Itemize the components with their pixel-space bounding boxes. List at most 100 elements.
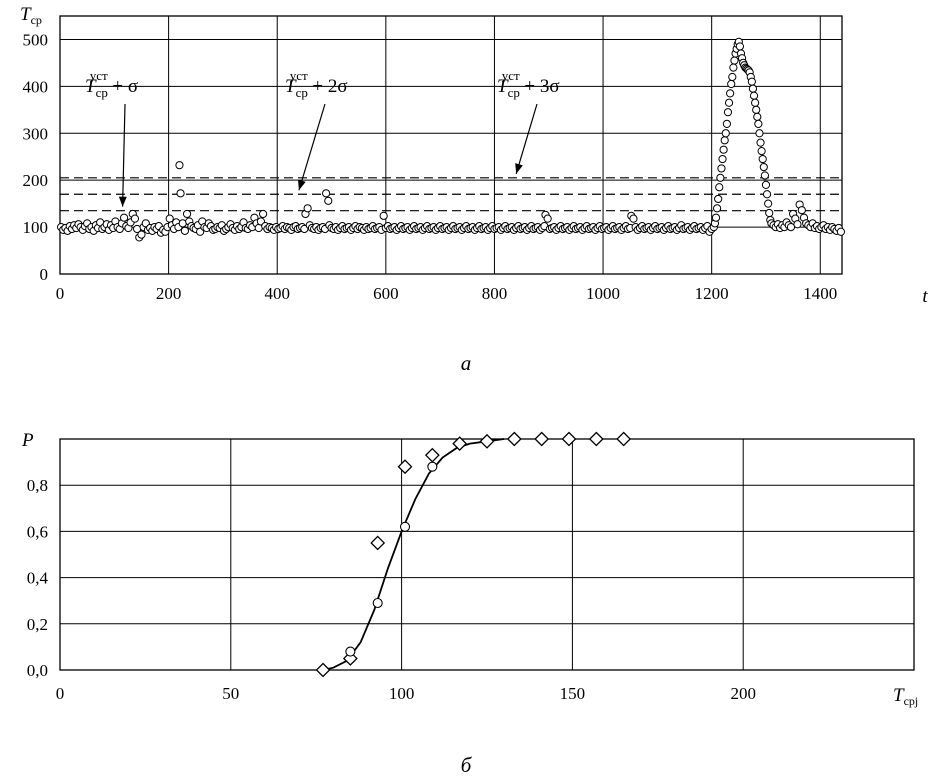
x-tick-label: 200 bbox=[156, 284, 182, 303]
data-point bbox=[729, 63, 738, 72]
diamond-point bbox=[397, 459, 413, 475]
data-point bbox=[836, 227, 846, 236]
threshold-label-sup: уст bbox=[502, 68, 520, 83]
diamond-point bbox=[452, 436, 468, 452]
y-tick-label: 100 bbox=[23, 218, 49, 237]
data-point bbox=[723, 108, 733, 117]
chart-b: 0 50 100 150 200 0,0 0,2 0,4 0,6 0,8 P Tсрj б bbox=[21, 430, 918, 777]
data-point bbox=[543, 214, 552, 223]
data-point bbox=[321, 189, 331, 198]
x-tick-label: 50 bbox=[222, 684, 239, 703]
threshold-label: Tсруст + σ bbox=[85, 68, 138, 100]
data-point bbox=[182, 209, 192, 219]
data-point bbox=[716, 173, 725, 182]
data-point bbox=[735, 42, 745, 51]
data-point bbox=[180, 226, 190, 235]
x-tick-label: 100 bbox=[389, 684, 415, 703]
y-tick-label: 0,6 bbox=[27, 522, 48, 541]
data-point bbox=[751, 98, 760, 107]
diamond-point bbox=[588, 431, 604, 447]
x-tick-label: 1000 bbox=[586, 284, 620, 303]
y-tick-label: 0,0 bbox=[27, 661, 48, 680]
data-point bbox=[712, 204, 722, 213]
data-point bbox=[765, 208, 774, 218]
threshold-label-sup: уст bbox=[290, 68, 308, 83]
diamond-point bbox=[561, 431, 577, 447]
x-tick-label: 200 bbox=[730, 684, 756, 703]
data-point bbox=[137, 230, 146, 239]
data-point bbox=[724, 98, 734, 107]
x-tick-label: 1200 bbox=[695, 284, 729, 303]
data-point bbox=[748, 84, 758, 93]
data-point bbox=[130, 214, 140, 223]
threshold-arrowhead bbox=[118, 196, 127, 207]
data-point bbox=[324, 196, 333, 205]
circle-point bbox=[372, 597, 383, 609]
y-tick-label: 0,4 bbox=[27, 569, 49, 588]
x-axis-title: Tсрj bbox=[893, 685, 918, 708]
data-point bbox=[764, 199, 773, 208]
data-point bbox=[629, 214, 638, 223]
diamond-point bbox=[479, 433, 495, 449]
data-point bbox=[758, 154, 767, 164]
y-tick-label: 0,8 bbox=[27, 476, 48, 495]
y-tick-label: 200 bbox=[23, 171, 49, 190]
y-tick-label: 0 bbox=[40, 265, 49, 284]
data-point bbox=[757, 146, 766, 156]
threshold-label-tail: + 3σ bbox=[520, 76, 560, 97]
data-point bbox=[721, 129, 730, 138]
y-tick-label: 300 bbox=[23, 124, 49, 143]
data-point bbox=[715, 183, 724, 192]
data-point bbox=[754, 119, 763, 128]
data-point bbox=[730, 56, 739, 65]
data-point bbox=[722, 119, 731, 128]
diamond-point bbox=[616, 431, 632, 447]
data-point bbox=[728, 72, 737, 82]
threshold-label-sup: уст bbox=[90, 68, 108, 83]
data-point bbox=[756, 138, 765, 147]
data-point bbox=[711, 213, 721, 222]
x-axis-title: t bbox=[922, 286, 928, 307]
plot-frame-b bbox=[59, 438, 915, 671]
threshold-arrow bbox=[515, 103, 538, 175]
data-point bbox=[793, 220, 802, 229]
data-point bbox=[755, 129, 764, 138]
data-point bbox=[119, 213, 129, 222]
threshold-label-tail: + σ bbox=[108, 76, 138, 97]
data-point bbox=[259, 209, 268, 219]
y-tick-label: 400 bbox=[23, 77, 49, 96]
data-point bbox=[797, 206, 806, 215]
y-tick-label: 500 bbox=[23, 30, 49, 49]
data-point bbox=[300, 224, 309, 234]
data-point bbox=[747, 77, 756, 86]
threshold-label: Tсруст + 2σ bbox=[285, 68, 348, 100]
data-point bbox=[761, 180, 771, 189]
x-tick-label: 0 bbox=[56, 284, 65, 303]
x-tick-label: 0 bbox=[56, 684, 65, 703]
y-axis-title: P bbox=[21, 430, 34, 451]
y-axis-title: Tср bbox=[20, 4, 42, 27]
x-tick-label: 150 bbox=[560, 684, 586, 703]
threshold-label-tail: + 2σ bbox=[308, 76, 348, 97]
circle-point bbox=[427, 461, 438, 472]
data-point bbox=[762, 190, 772, 199]
diamond-point bbox=[370, 535, 386, 551]
data-point bbox=[749, 91, 759, 100]
threshold-label-sub: ср bbox=[508, 85, 520, 100]
circle-point bbox=[345, 646, 356, 657]
threshold-label: Tсруст + 3σ bbox=[497, 68, 560, 100]
threshold-arrow bbox=[121, 103, 126, 207]
x-tick-label: 400 bbox=[264, 284, 290, 303]
threshold-label-sub: ср bbox=[296, 85, 308, 100]
data-point bbox=[753, 112, 762, 121]
circle-point bbox=[399, 521, 411, 532]
data-point bbox=[717, 164, 726, 173]
data-point bbox=[720, 136, 729, 145]
x-tick-label: 600 bbox=[373, 284, 399, 303]
threshold-arrowhead bbox=[515, 163, 523, 174]
y-tick-label: 0,2 bbox=[27, 615, 48, 634]
threshold-arrow bbox=[298, 103, 326, 191]
data-point bbox=[760, 171, 769, 180]
threshold-arrowhead bbox=[298, 179, 306, 191]
